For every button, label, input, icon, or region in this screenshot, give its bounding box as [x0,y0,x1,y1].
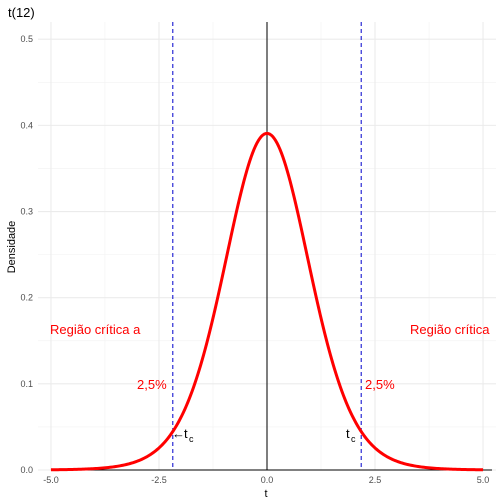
x-tick-label-2: 0.0 [261,475,274,485]
chart-title: t(12) [8,5,35,20]
left-critical-value-label: ← t c [172,426,194,444]
x-tick-label-3: 2.5 [369,475,382,485]
y-axis-label: Densidade [6,221,18,274]
y-tick-label-1: 0.1 [20,379,33,389]
right-tail-percent: 2,5% [365,377,395,392]
y-tick-label-2: 0.2 [20,293,33,303]
y-tick-label-5: 0.5 [20,34,33,44]
series-layer [50,131,484,472]
right-tc-main: t [346,426,350,441]
x-tick-label-4: 5.0 [477,475,490,485]
x-axis-label: t [264,488,267,500]
right-critical-region-label: Região crítica [410,322,490,337]
x-tick-label-0: -5.0 [43,475,59,485]
left-tc-sub: c [189,434,194,444]
left-arrow: ← [172,426,185,441]
y-tick-label-0: 0.0 [20,465,33,475]
left-critical-region-label: Região crítica a [50,322,141,337]
y-tick-label-4: 0.4 [20,120,33,130]
series-line-0 [50,131,484,472]
x-tick-label-1: -2.5 [151,475,167,485]
x-axis-ticks: -5.0 -2.5 0.0 2.5 5.0 [43,475,489,485]
reference-lines [172,22,362,470]
y-axis-ticks: 0.0 0.1 0.2 0.3 0.4 0.5 [20,34,33,475]
y-tick-label-3: 0.3 [20,207,33,217]
left-tail-percent: 2,5% [137,377,167,392]
right-tc-sub: c [351,434,356,444]
left-tc-main: t [184,426,188,441]
right-critical-value-label: t c [346,426,356,444]
